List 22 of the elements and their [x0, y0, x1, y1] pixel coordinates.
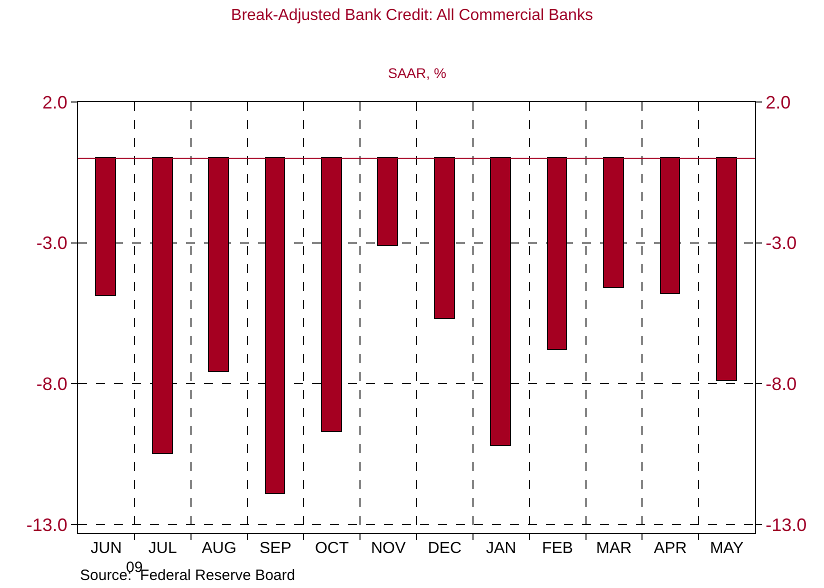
- x-tick-label: MAY: [710, 540, 744, 558]
- y-tick-label: -8.0: [36, 374, 68, 394]
- x-tick-label: OCT: [314, 540, 349, 558]
- x-tick-label: JUN: [90, 540, 122, 558]
- x-tick-label: JUL: [148, 540, 177, 558]
- x-tick-label: MAR: [596, 540, 632, 558]
- y-tick-label: -3.0: [36, 233, 68, 254]
- x-tick-label: AUG: [202, 540, 236, 558]
- x-tick-label: SEP: [259, 540, 292, 558]
- y2-tick-label: 2.0: [766, 92, 791, 112]
- x-tick-label: FEB: [542, 540, 574, 558]
- y2-tick-label: -8.0: [766, 374, 797, 394]
- x-tick-label: JAN: [486, 540, 516, 558]
- x-tick-label: DEC: [428, 540, 462, 558]
- y-tick-label: -13.0: [26, 514, 68, 535]
- y2-tick-label: -3.0: [766, 233, 797, 254]
- y-tick-label: 2.0: [42, 92, 68, 112]
- chart-subtitle: SAAR, %: [388, 65, 446, 81]
- chart-title: Break-Adjusted Bank Credit: All Commercial Banks: [231, 7, 593, 24]
- x-tick-label: NOV: [370, 540, 406, 558]
- x-tick-label: APR: [654, 540, 687, 558]
- y2-tick-label: -13.0: [766, 514, 807, 535]
